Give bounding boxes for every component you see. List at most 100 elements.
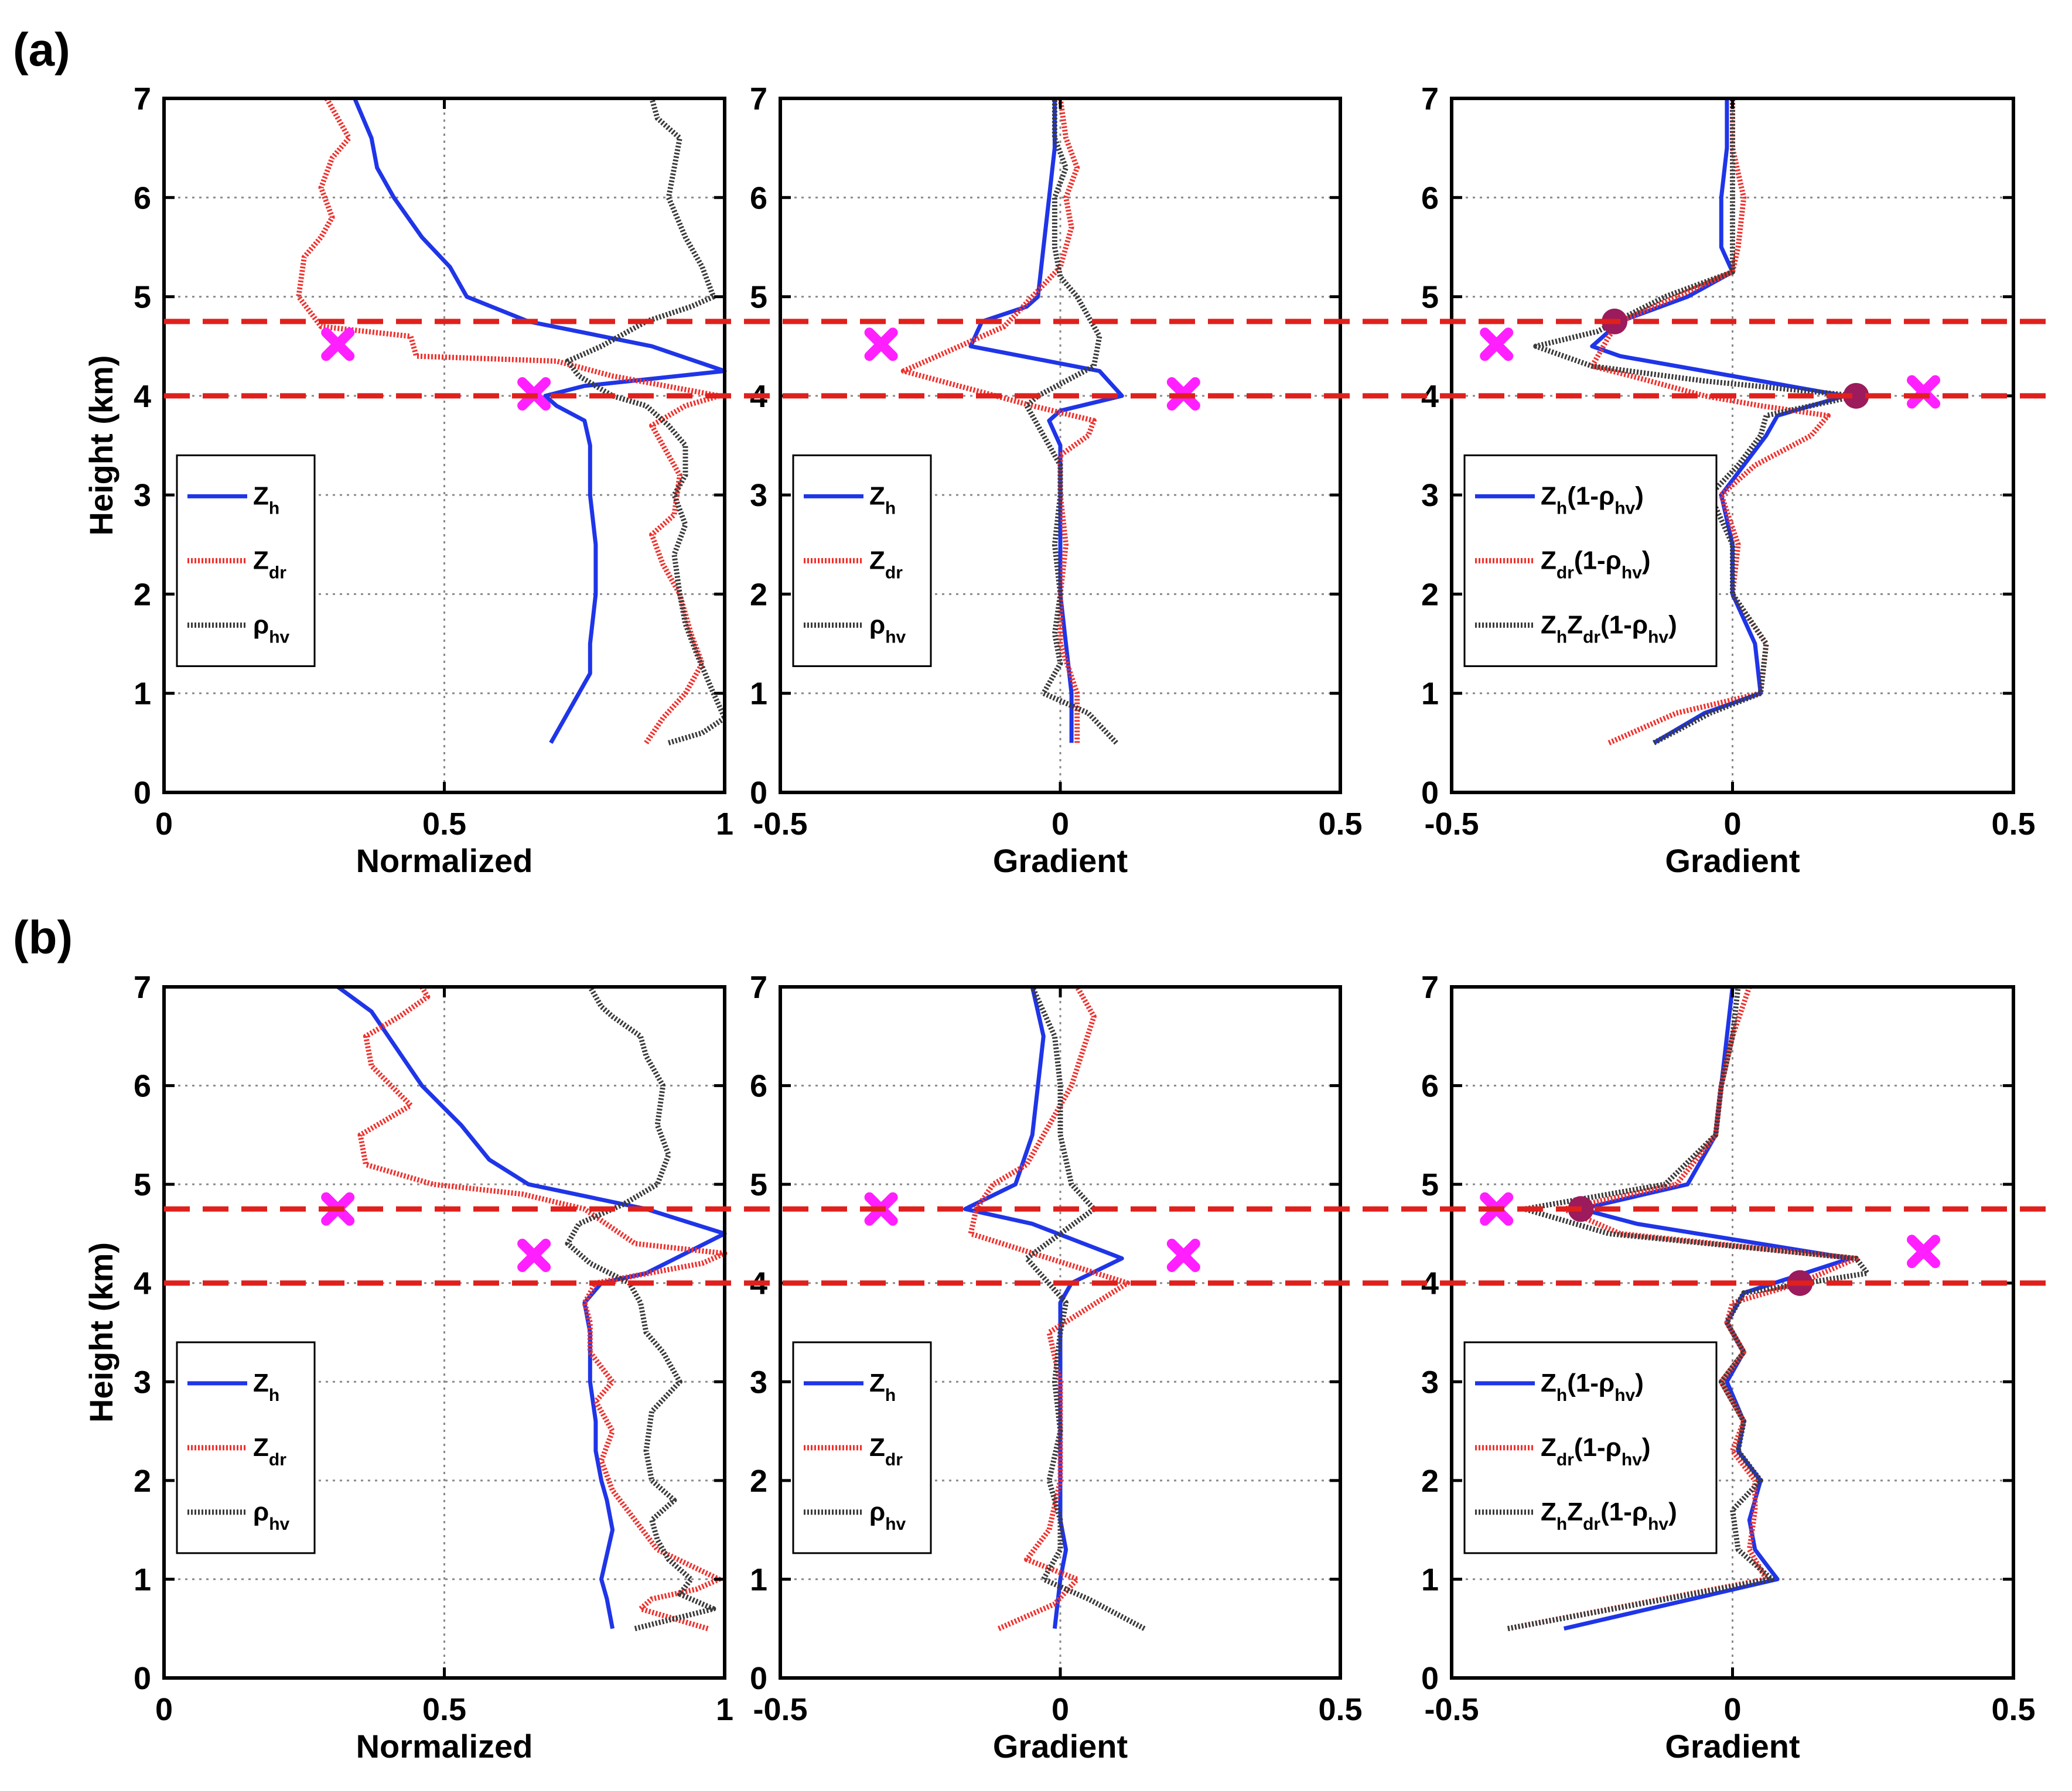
x-tick-label: -0.5 [1424,1692,1479,1727]
legend-box [176,1341,316,1554]
y-tick-label: 3 [1421,478,1439,513]
y-tick-label: 6 [750,180,767,216]
y-tick-label: 7 [134,970,151,1005]
y-tick-label: 4 [134,379,151,414]
dot-marker [1843,382,1869,409]
legend-label-rho: ZhZdr(1-ρhv) [1541,1498,1677,1534]
x-axis-title: Gradient [993,1728,1128,1765]
series-line-zdr [357,985,728,1632]
legend-label-zdr: Zdr [869,1433,903,1469]
legend-label-rho: ZhZdr(1-ρhv) [1541,610,1677,647]
chart-b3: -0.5 0 0.501234567GradientZh(1-ρhv)Zdr(1-ρ… [1421,970,2036,1765]
y-tick-label: 2 [1421,1464,1439,1499]
y-tick-label: 7 [134,81,151,117]
x-tick-label: 0.5 [1318,1692,1362,1727]
x-tick-label: -0.5 [1424,806,1479,842]
y-tick-label: 1 [134,676,151,712]
y-tick-label: 4 [134,1266,151,1301]
series-line-zh [353,97,727,744]
legend-label-zdr: Zdr [253,546,286,582]
y-tick-label: 3 [750,478,767,513]
y-tick-label: 6 [134,180,151,216]
y-tick-label: 2 [750,1464,767,1499]
chart-b1: 0 0.5 1 0 1 2 3 4 5 6 7 Normalized Height (km) Zh Zdr ρ… [83,970,733,1765]
chart-a3: -0.5 0 0.501234567GradientZh(1-ρhv)Zdr(1-ρ… [1421,81,2036,879]
series-line-zh [963,986,1124,1629]
plot-area-a1 [164,98,725,792]
y-tick-label: 0 [750,1661,767,1696]
x-tick-label: -0.5 [753,1692,807,1727]
legend-label-rho: ρhv [869,1498,906,1534]
x-tick-label: 0 [1052,1692,1069,1727]
chart-a2: -0.500.501234567GradientZhZdrρhv [750,81,1363,879]
legend-label-zh: Zh(1-ρhv) [1541,1369,1644,1405]
panel-label-a: (a) [13,23,70,76]
x-axis-title: Normalized [356,842,533,879]
legend-box [1463,1341,1718,1554]
x-tick-label: 1 [716,1692,733,1727]
y-tick-label: 6 [134,1069,151,1104]
legend-box [176,454,316,667]
y-tick-label: 7 [1421,81,1439,117]
panel-label-b: (b) [13,911,73,963]
y-tick-label: 2 [134,1464,151,1499]
y-tick-label: 0 [134,1661,151,1696]
y-tick-label: 1 [1421,1562,1439,1597]
legend-b3: Zh(1-ρhv) Zdr(1-ρhv) ZhZdr(1-ρhv) [1463,1341,1718,1554]
chart-b2: -0.500.501234567GradientZhZdrρhv [750,970,1363,1765]
legend-label-zh: Zh [869,481,896,518]
y-tick-label: 7 [750,81,767,117]
x-tick-label: 0 [155,806,173,842]
y-tick-label: 6 [750,1069,767,1104]
y-tick-label: 1 [134,1562,151,1597]
x-tick-label: 0.5 [1318,806,1362,842]
y-tick-label: 7 [750,970,767,1005]
legend-label-zh: Zh(1-ρhv) [1541,481,1644,518]
y-tick-label: 5 [750,1167,767,1202]
chart-a1: 0 0.5 1 0 1 2 3 4 5 6 7 Normalized Height (km) Zh Zdr ρ… [83,81,733,879]
series-line-rho [1024,98,1118,745]
legend-label-zh: Zh [253,481,279,518]
series-line-rho [1024,986,1146,1631]
legend-label-rho: ρhv [253,610,290,647]
x-axis-title: Gradient [993,842,1128,879]
y-tick-label: 0 [134,775,151,811]
y-tick-label: 5 [134,1167,151,1202]
x-tick-label: 0.5 [1991,806,2035,842]
y-tick-label: 5 [750,280,767,315]
x-tick-label: 0 [155,1692,173,1727]
x-tick-label: 0.5 [422,806,466,842]
x-axis-title: Gradient [1665,842,1800,879]
y-tick-label: 3 [750,1365,767,1400]
x-tick-label: 0 [1052,806,1069,842]
x-marker [1907,1235,1941,1269]
y-tick-label: 1 [750,676,767,712]
y-axis-title: Height (km) [83,356,120,536]
x-tick-label: 0 [1723,806,1741,842]
dashed-lines-group [164,319,2057,1286]
y-tick-label: 3 [134,1365,151,1400]
legend-label-zh: Zh [869,1369,896,1405]
legend-label-zdr: Zdr(1-ρhv) [1541,1433,1651,1469]
legend-box [792,454,932,667]
legend-label-zh: Zh [253,1369,279,1405]
legend-a3: Zh(1-ρhv) Zdr(1-ρhv) ZhZdr(1-ρhv) [1463,454,1718,667]
x-marker [1166,1239,1200,1273]
legend-a1: Zh Zdr ρhv [176,454,316,667]
y-tick-label: 6 [1421,1069,1439,1104]
y-tick-label: 2 [750,577,767,612]
y-tick-label: 0 [750,775,767,811]
y-tick-label: 5 [1421,280,1439,315]
x-tick-label: 0.5 [1991,1692,2035,1727]
x-marker [1907,375,1941,409]
series-line-rho [1507,986,1870,1632]
x-marker [517,1239,551,1273]
legend-b1: Zh Zdr ρhv [176,1341,316,1554]
x-tick-label: 0.5 [422,1692,466,1727]
y-tick-label: 3 [134,478,151,513]
y-tick-label: 6 [1421,180,1439,216]
x-marker [1480,327,1514,361]
legend-box [1463,454,1718,667]
